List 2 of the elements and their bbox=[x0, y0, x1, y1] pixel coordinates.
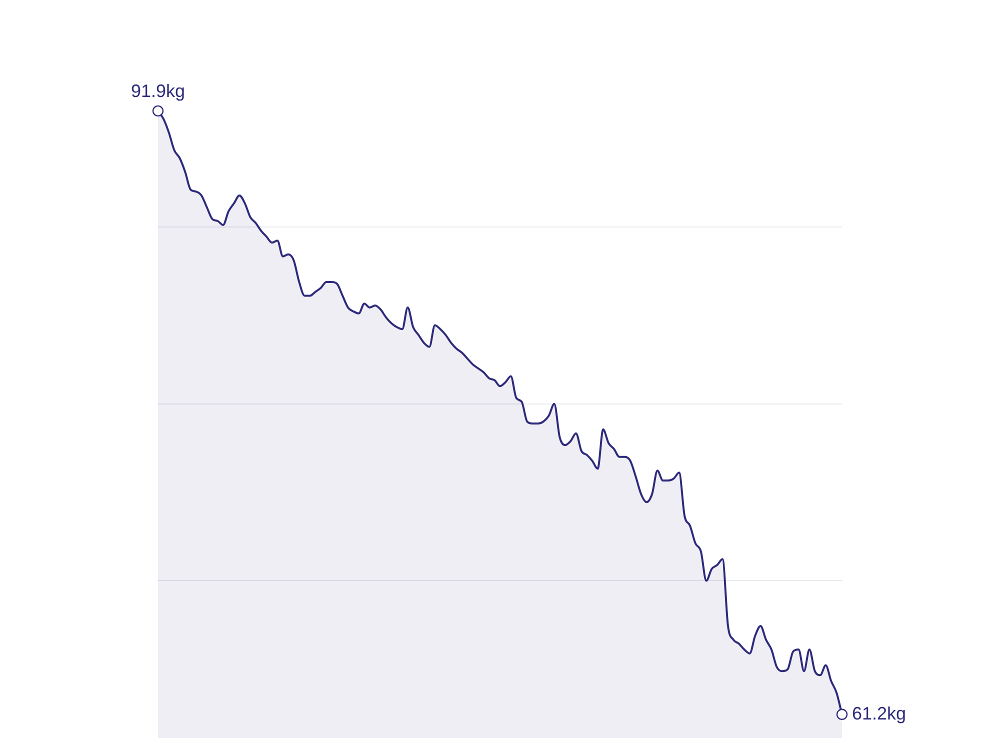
data-label: 91.9kg bbox=[130, 80, 186, 101]
data-label: 61.2kg bbox=[852, 703, 906, 724]
